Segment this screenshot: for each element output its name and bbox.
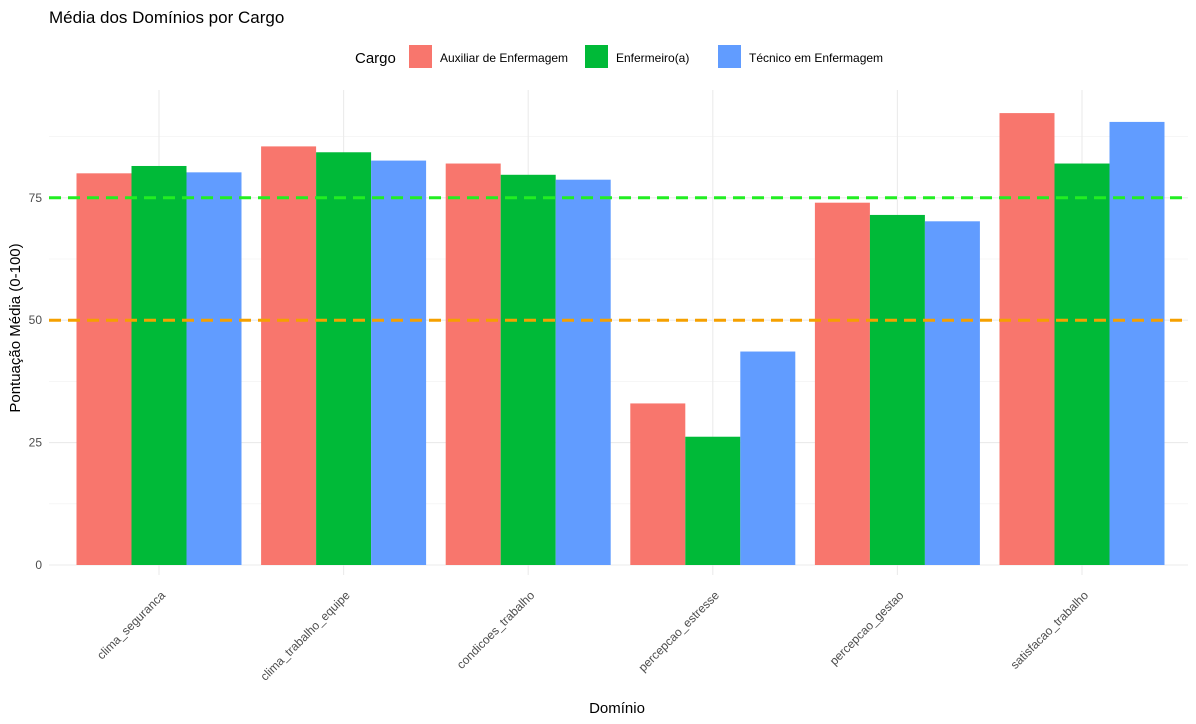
bar xyxy=(500,174,556,565)
bar xyxy=(371,160,427,565)
x-tick-label: clima_seguranca xyxy=(94,588,168,662)
x-tick-label: satisfacao_trabalho xyxy=(1008,588,1092,672)
bar xyxy=(1109,121,1165,566)
legend-title: Cargo xyxy=(355,50,396,67)
y-axis-title: Pontuação Média (0-100) xyxy=(7,243,24,412)
bar xyxy=(186,172,242,565)
y-tick-label: 25 xyxy=(29,436,43,450)
bar xyxy=(685,436,741,565)
bar xyxy=(814,202,870,566)
bar xyxy=(76,173,132,565)
chart-title: Média dos Domínios por Cargo xyxy=(49,8,284,27)
legend-swatch xyxy=(718,45,741,68)
y-tick-label: 50 xyxy=(29,313,43,327)
x-tick-label: percepcao_estresse xyxy=(636,588,723,675)
legend-swatch xyxy=(585,45,608,68)
x-axis-title: Domínio xyxy=(589,700,645,717)
legend-swatch xyxy=(409,45,432,68)
legend-label: Técnico em Enfermagem xyxy=(749,51,883,65)
bar xyxy=(1054,163,1110,565)
bar xyxy=(445,163,501,565)
y-tick-label: 0 xyxy=(35,558,42,572)
legend-item: Técnico em Enfermagem xyxy=(718,45,883,68)
bar xyxy=(316,152,372,565)
bar xyxy=(261,146,317,565)
bars xyxy=(76,113,1165,566)
bar xyxy=(740,351,796,565)
y-axis-ticks: 0 25 50 75 xyxy=(29,191,43,572)
bar xyxy=(630,403,686,565)
legend: Auxiliar de Enfermagem Enfermeiro(a) Técni… xyxy=(409,45,883,68)
legend-item: Auxiliar de Enfermagem xyxy=(409,45,568,68)
legend-item: Enfermeiro(a) xyxy=(585,45,689,68)
bar xyxy=(924,221,980,566)
bar xyxy=(999,113,1055,566)
x-tick-label: clima_trabalho_equipe xyxy=(257,588,353,684)
x-tick-label: percepcao_gestao xyxy=(827,588,907,668)
bar xyxy=(555,179,611,565)
bar xyxy=(131,165,187,565)
x-axis-ticks: clima_seguranca clima_trabalho_equipe cond… xyxy=(94,588,1091,684)
bar xyxy=(869,214,925,565)
legend-label: Enfermeiro(a) xyxy=(616,51,689,65)
y-tick-label: 75 xyxy=(29,191,43,205)
x-tick-label: condicoes_trabalho xyxy=(454,588,538,672)
legend-label: Auxiliar de Enfermagem xyxy=(440,51,568,65)
